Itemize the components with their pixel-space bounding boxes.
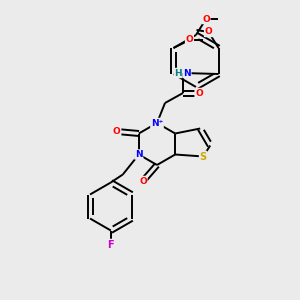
Text: O: O <box>202 14 210 23</box>
Text: N: N <box>135 150 142 159</box>
Text: O: O <box>139 176 147 185</box>
Text: N: N <box>183 68 191 77</box>
Text: F: F <box>107 239 114 250</box>
Text: N⁺: N⁺ <box>151 118 163 127</box>
Text: H: H <box>174 68 182 77</box>
Text: O: O <box>205 28 212 37</box>
Text: O: O <box>113 127 121 136</box>
Text: O: O <box>186 35 194 44</box>
Text: S: S <box>200 152 207 161</box>
Text: O: O <box>195 88 203 98</box>
